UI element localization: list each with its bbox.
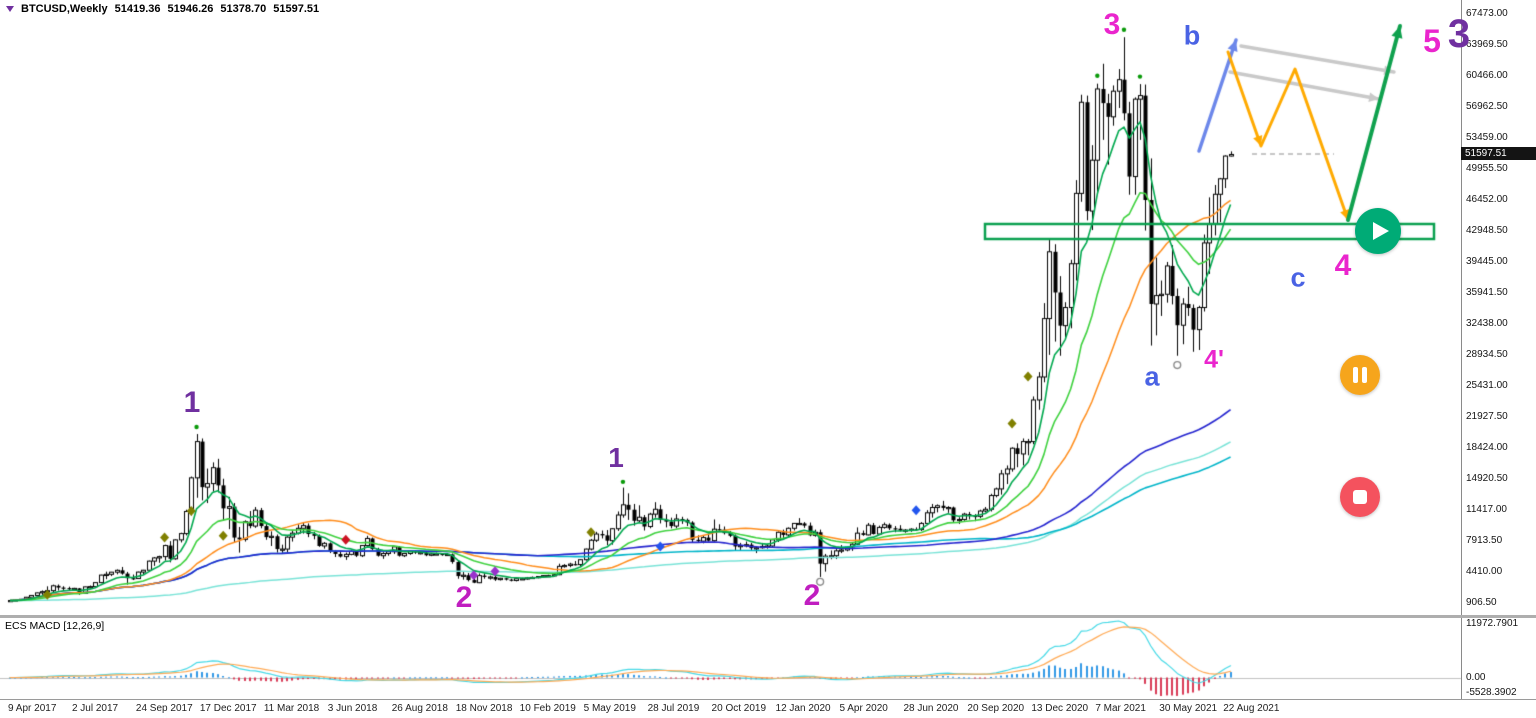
stop-button[interactable] [1340,477,1380,517]
symbol-info: BTCUSD,Weekly 51419.36 51946.26 51378.70 515… [6,3,326,15]
date-axis-separator [0,699,1536,700]
play-button[interactable] [1355,208,1401,254]
ohlc-high: 51946.26 [167,3,214,15]
ohlc-close: 51597.51 [273,3,320,15]
symbol-icon [6,6,14,13]
price-axis-border [1461,0,1462,699]
current-price-tag: 51597.51 [1461,147,1536,161]
symbol-name: BTCUSD,Weekly [21,3,108,15]
stop-icon [1353,490,1367,504]
pause-icon [1353,367,1367,383]
pane-separator[interactable] [0,615,1536,618]
ohlc-open: 51419.36 [114,3,161,15]
play-icon [1373,222,1389,240]
macd-indicator-label: ECS MACD [12,26,9] [5,620,105,632]
ohlc-low: 51378.70 [220,3,267,15]
pause-button[interactable] [1340,355,1380,395]
